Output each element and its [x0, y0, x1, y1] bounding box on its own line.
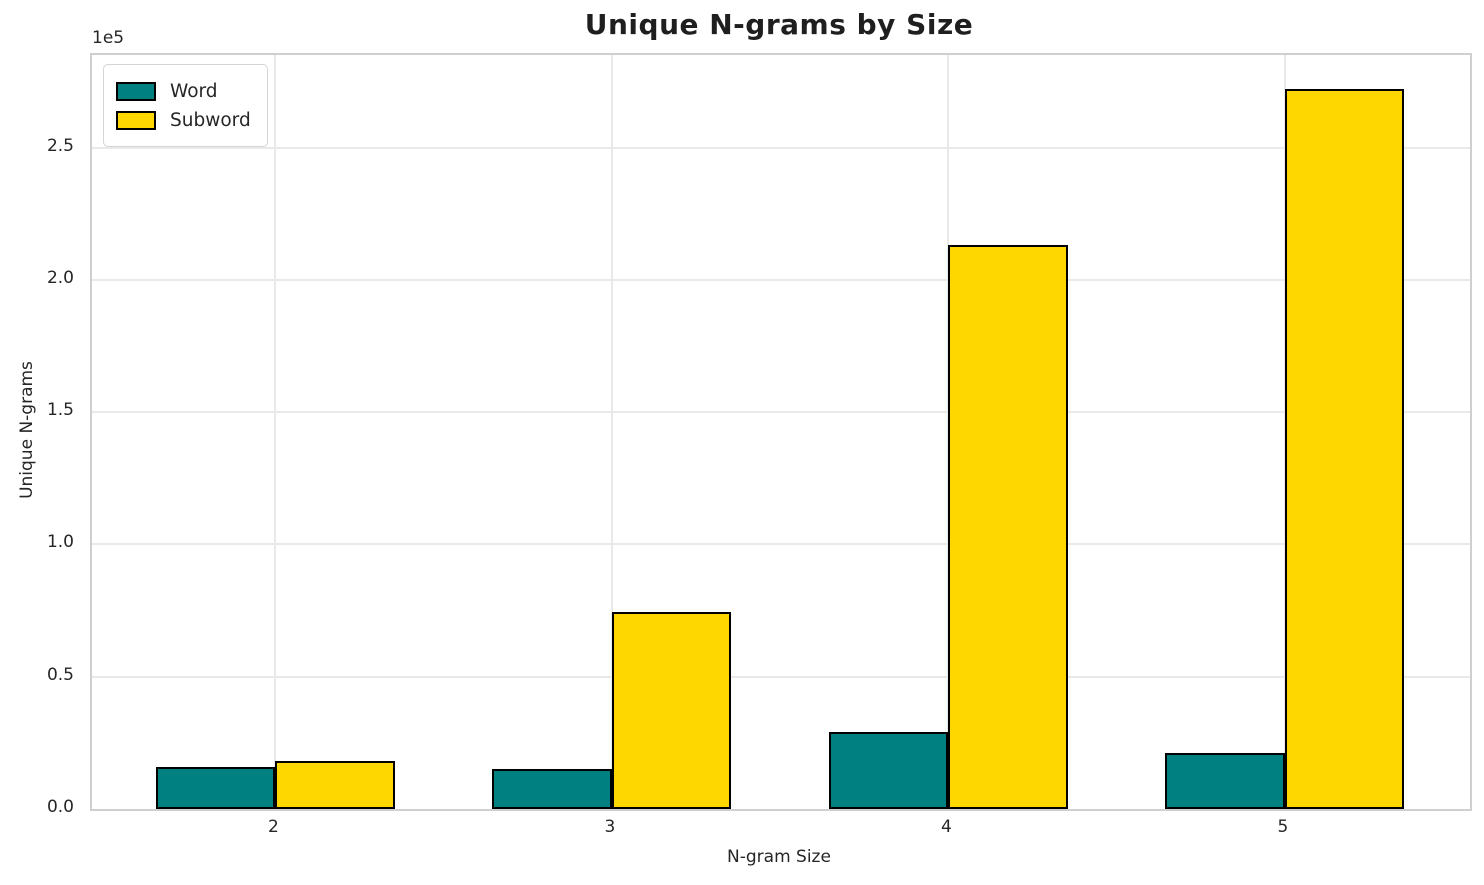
y-axis-label: Unique N-grams	[17, 361, 37, 499]
x-tick-label: 5	[1277, 817, 1289, 837]
y-tick-label: 1.0	[46, 532, 74, 553]
v-gridline	[610, 55, 613, 809]
legend: Word Subword	[103, 64, 268, 147]
y-axis-ticks: 0.0 0.5 1.0 1.5 2.0 2.5	[0, 53, 74, 817]
y-tick-label: 1.5	[46, 400, 74, 421]
h-gridline	[92, 543, 1470, 546]
h-gridline	[92, 278, 1470, 281]
y-axis-offset-label: 1e5	[92, 28, 125, 48]
x-axis-label: N-gram Size	[727, 847, 831, 867]
legend-swatch-word	[116, 81, 156, 101]
y-tick-label: 2.5	[46, 135, 74, 156]
bar-subword-5	[1284, 89, 1405, 809]
bar-word-4	[828, 732, 949, 809]
x-tick-label: 3	[604, 817, 616, 837]
h-gridline	[92, 411, 1470, 414]
legend-item: Word	[116, 78, 251, 104]
legend-label: Subword	[170, 109, 251, 131]
bar-word-5	[1165, 753, 1285, 809]
legend-item: Subword	[116, 107, 251, 133]
bar-subword-3	[611, 611, 732, 809]
chart-title: Unique N-grams by Size	[584, 8, 974, 41]
bar-word-2	[155, 766, 276, 809]
legend-label: Word	[170, 80, 218, 102]
y-tick-label: 0.0	[46, 797, 74, 817]
plot-area: Word Subword	[90, 53, 1472, 811]
y-tick-label: 0.5	[46, 664, 74, 685]
x-axis-ticks: 2 3 4 5	[90, 817, 1468, 843]
bar-subword-4	[948, 245, 1068, 809]
x-tick-label: 4	[940, 817, 952, 837]
y-tick-label: 2.0	[46, 267, 74, 288]
legend-swatch-subword	[116, 110, 156, 130]
bar-subword-2	[275, 761, 395, 809]
h-gridline	[92, 675, 1470, 678]
x-tick-label: 2	[267, 817, 279, 837]
v-gridline	[274, 55, 277, 809]
h-gridline	[92, 146, 1470, 149]
bar-word-3	[492, 769, 612, 809]
